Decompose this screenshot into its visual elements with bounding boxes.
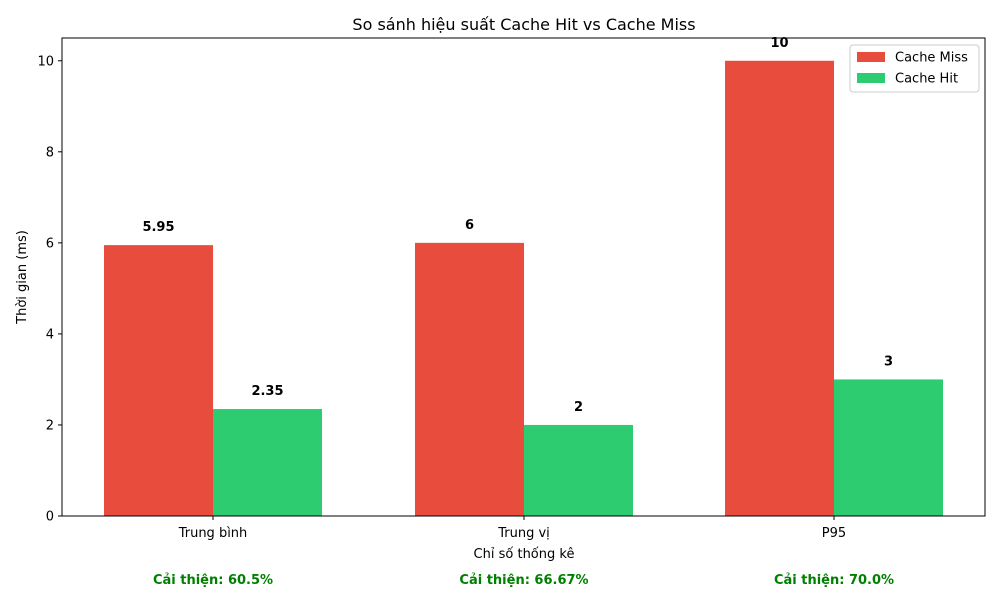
improvement-annotation: Cải thiện: 70.0% (774, 573, 894, 588)
bars-layer (104, 60, 943, 517)
y-tick-label: 4 (46, 327, 54, 342)
bar-cache-hit-1 (524, 424, 633, 516)
y-tick-label: 2 (46, 418, 54, 433)
improvement-annotation: Cải thiện: 60.5% (153, 573, 273, 588)
y-tick-label: 6 (46, 236, 54, 251)
bar-cache-miss-1 (415, 242, 524, 516)
annotations-layer: Cải thiện: 60.5% Cải thiện: 66.67% Cải thi… (153, 573, 894, 588)
legend-swatch (857, 52, 885, 62)
plot-frame (61, 37, 986, 517)
value-labels-layer: 5.95 6 10 2.35 2 3 (142, 36, 893, 415)
y-axis-label: Thời gian (ms) (15, 230, 30, 325)
bar-cache-hit-0 (213, 409, 322, 516)
bar-value-label: 2 (574, 400, 583, 415)
bar-value-label: 2.35 (251, 384, 283, 399)
bar-value-label: 5.95 (142, 220, 174, 235)
bar-cache-miss-0 (104, 245, 213, 516)
y-tick-label: 10 (37, 54, 54, 69)
bar-value-label: 6 (465, 218, 474, 233)
legend-label: Cache Hit (895, 72, 958, 87)
bar-value-label: 10 (770, 36, 788, 51)
legend-label: Cache Miss (895, 51, 968, 66)
legend-swatch (857, 73, 885, 83)
y-tick-label: 8 (46, 145, 54, 160)
bar-cache-miss-2 (725, 60, 834, 517)
chart-title: So sánh hiệu suất Cache Hit vs Cache Mis… (352, 15, 695, 34)
x-tick-label: P95 (822, 526, 846, 541)
bar-cache-hit-2 (834, 379, 943, 516)
improvement-annotation: Cải thiện: 66.67% (459, 573, 588, 588)
x-axis-label: Chỉ số thống kê (474, 547, 575, 562)
y-axis: 0 2 4 6 8 10 (37, 54, 62, 525)
x-tick-label: Trung vị (497, 526, 550, 541)
x-tick-label: Trung bình (178, 526, 248, 541)
x-axis: Trung bình Trung vị P95 (178, 516, 846, 541)
y-tick-label: 0 (46, 510, 54, 525)
legend: Cache Miss Cache Hit (849, 44, 980, 93)
bar-value-label: 3 (884, 354, 893, 369)
